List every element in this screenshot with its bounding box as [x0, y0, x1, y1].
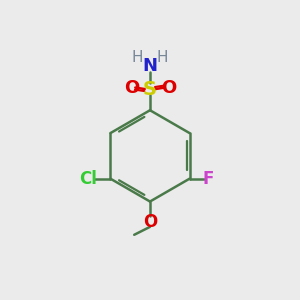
Text: F: F [203, 170, 214, 188]
Text: H: H [132, 50, 143, 65]
Text: Cl: Cl [80, 170, 97, 188]
Text: N: N [142, 57, 158, 75]
Text: O: O [160, 79, 176, 97]
Text: H: H [157, 50, 168, 65]
Text: O: O [143, 212, 157, 230]
Text: S: S [143, 80, 157, 98]
Text: O: O [124, 79, 140, 97]
